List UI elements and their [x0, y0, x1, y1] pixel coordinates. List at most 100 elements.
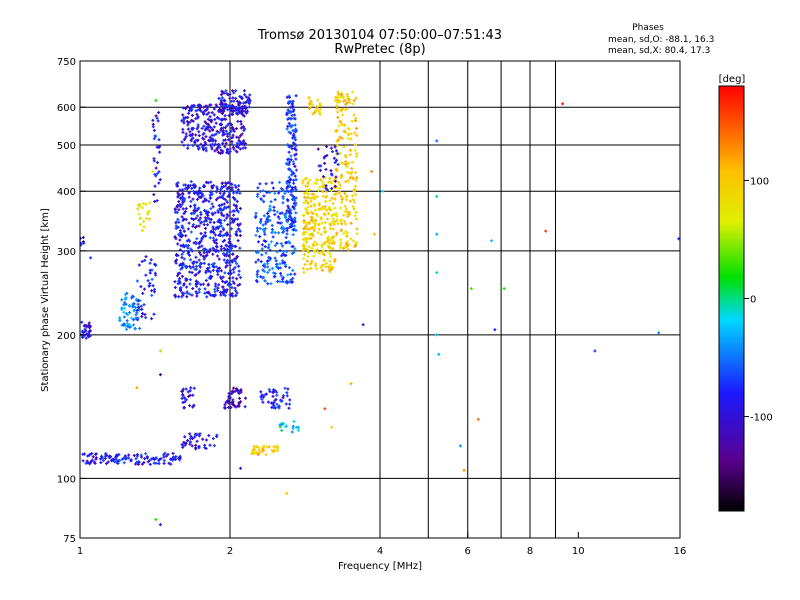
data-point	[322, 226, 326, 230]
data-point	[284, 236, 288, 240]
data-point	[195, 432, 199, 436]
data-point	[294, 127, 298, 131]
data-point	[324, 261, 328, 265]
data-point	[352, 99, 356, 103]
data-point	[181, 387, 185, 391]
data-point	[158, 144, 162, 148]
data-point	[337, 124, 341, 128]
data-point	[267, 255, 271, 259]
data-point	[381, 189, 385, 193]
data-point	[225, 288, 229, 292]
data-point	[155, 172, 159, 176]
data-point	[137, 305, 141, 309]
data-point	[211, 264, 215, 268]
data-point	[355, 134, 359, 138]
x-tick-label: 4	[377, 546, 383, 557]
data-point	[260, 393, 264, 397]
data-point	[241, 101, 245, 105]
data-point	[137, 263, 141, 267]
data-point	[194, 109, 198, 113]
data-point	[266, 211, 270, 215]
data-point	[80, 320, 84, 324]
data-point	[267, 243, 271, 247]
data-point	[180, 396, 184, 400]
data-point	[140, 206, 144, 210]
data-point	[315, 267, 319, 271]
data-point	[255, 280, 259, 284]
data-point	[276, 405, 280, 409]
data-point	[124, 296, 128, 300]
data-point	[328, 180, 332, 184]
data-point	[228, 240, 232, 244]
data-point	[123, 306, 127, 310]
data-point	[323, 221, 327, 225]
data-point	[354, 178, 358, 182]
data-point	[186, 123, 190, 127]
data-point	[176, 225, 180, 229]
data-point	[335, 214, 339, 218]
data-point	[184, 107, 188, 111]
data-point	[178, 281, 182, 285]
data-point	[204, 142, 208, 146]
data-point	[199, 283, 203, 287]
data-point	[260, 243, 264, 247]
data-point	[268, 268, 272, 272]
data-point	[332, 241, 336, 245]
data-point	[275, 241, 279, 245]
data-point	[231, 145, 235, 149]
data-point	[316, 147, 320, 151]
data-point	[222, 138, 226, 142]
data-point	[345, 93, 349, 97]
data-point	[155, 199, 159, 203]
data-point	[231, 218, 235, 222]
data-point	[286, 204, 290, 208]
data-point	[281, 189, 285, 193]
data-point	[319, 164, 323, 168]
data-point	[336, 101, 340, 105]
data-point	[258, 226, 262, 230]
data-point	[204, 146, 208, 150]
data-point	[197, 206, 201, 210]
data-point	[287, 266, 291, 270]
data-point	[351, 205, 355, 209]
data-points	[80, 89, 680, 527]
data-point	[182, 119, 186, 123]
data-point	[202, 209, 206, 213]
data-point	[347, 98, 351, 102]
data-point	[224, 141, 228, 145]
data-point	[291, 228, 295, 232]
data-point	[157, 458, 161, 462]
data-point	[156, 119, 160, 123]
data-point	[206, 211, 210, 215]
data-point	[223, 406, 227, 410]
data-point	[176, 253, 180, 257]
data-point	[251, 449, 255, 453]
data-point	[301, 266, 305, 270]
data-point	[291, 160, 295, 164]
data-point	[285, 113, 289, 117]
data-point	[223, 281, 227, 285]
data-point	[288, 215, 292, 219]
data-point	[147, 284, 151, 288]
data-point	[315, 178, 319, 182]
data-point	[229, 221, 233, 225]
data-point	[204, 278, 208, 282]
data-point	[190, 212, 194, 216]
data-point	[201, 132, 205, 136]
data-point	[85, 332, 89, 336]
data-point	[182, 257, 186, 261]
data-point	[184, 132, 188, 136]
y-tick-label: 100	[57, 474, 76, 485]
data-point	[178, 203, 182, 207]
data-point	[174, 224, 178, 228]
data-point	[191, 136, 195, 140]
data-point	[293, 272, 297, 276]
data-point	[152, 288, 156, 292]
data-point	[125, 321, 129, 325]
data-point	[329, 255, 333, 259]
data-point	[286, 108, 290, 112]
data-point	[280, 422, 284, 426]
data-point	[151, 125, 155, 129]
data-point	[207, 111, 211, 115]
data-point	[154, 134, 158, 138]
